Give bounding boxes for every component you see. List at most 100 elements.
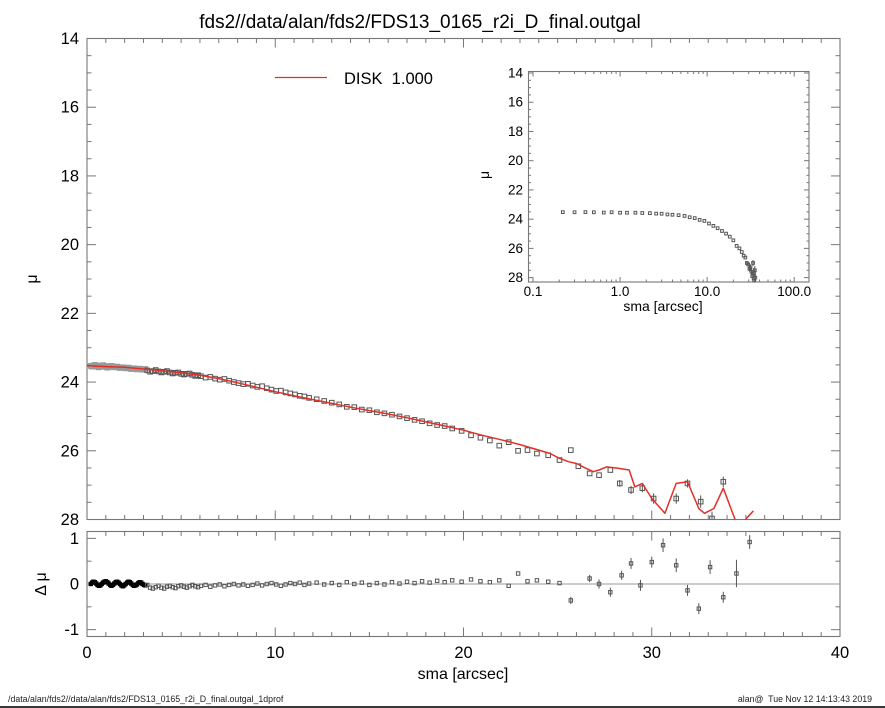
y-tick-label: 28 (61, 511, 79, 529)
data-point-square (344, 579, 349, 585)
data-point-square (487, 579, 493, 585)
data-point-square (731, 238, 736, 243)
data-point-square (707, 221, 711, 226)
y-tick-label: 14 (508, 66, 524, 81)
y-tick-label: 26 (61, 442, 79, 460)
y-tick-label: 26 (508, 241, 523, 256)
data-point-square (660, 542, 666, 548)
data-point-square (609, 210, 614, 215)
data-point-square (697, 218, 702, 222)
data-point-square (478, 579, 483, 584)
data-point-square (459, 579, 464, 584)
data-point-square (747, 539, 752, 545)
footer-user-timestamp: alan@ Tue Nov 12 14:13:43 2019 (738, 694, 872, 704)
data-point-square (245, 583, 251, 589)
data-point-square (306, 581, 312, 586)
data-point-square (404, 579, 410, 584)
data-point-square (487, 437, 493, 444)
data-point-square (648, 211, 652, 216)
data-point-square (515, 571, 521, 576)
data-point-square (685, 588, 690, 593)
data-point-square (751, 261, 755, 265)
data-point-square (568, 447, 574, 453)
x-axis-label: sma [arcsec] (418, 666, 509, 683)
data-point-square (618, 210, 622, 215)
y-tick-label: 18 (508, 124, 523, 139)
data-point-square (515, 447, 521, 454)
residual-data-layer (88, 535, 752, 615)
data-point-square (288, 580, 293, 586)
data-point-square (720, 229, 724, 233)
data-point-square (193, 584, 198, 589)
data-point-square (231, 581, 237, 587)
data-point-square (181, 371, 187, 378)
inset-y-axis-label: μ (476, 171, 492, 179)
data-point-square (534, 578, 540, 583)
data-point-square (676, 213, 681, 218)
data-point-square (144, 367, 151, 374)
data-point-square (748, 265, 753, 270)
inset-plot: 0.1 1.0 10.0 100.0 14 16 18 20 22 24 26 28 (508, 66, 811, 300)
data-point-square (546, 579, 551, 584)
data-point-square (596, 472, 602, 478)
data-point-square (665, 212, 670, 217)
data-point-square (586, 470, 593, 477)
data-point-square (619, 573, 624, 578)
data-point-square (673, 495, 680, 502)
data-point-square (734, 571, 739, 576)
y-tick-label: 0 (70, 576, 79, 594)
data-point-square (159, 585, 164, 590)
plot-title: fds2//data/alan/fds2/FDS13_0165_r2i_D_fi… (199, 12, 641, 33)
data-point-square (468, 432, 474, 439)
data-point-square (506, 583, 511, 589)
data-point-square (734, 244, 739, 248)
data-point-square (496, 442, 503, 449)
y-tick-label: 22 (508, 182, 523, 197)
data-point-square (203, 582, 208, 588)
inset-data-layer (560, 210, 758, 282)
data-point-square (236, 583, 241, 588)
data-point-square (525, 579, 530, 584)
data-point-square (241, 582, 246, 587)
legend-label: DISK 1.000 (344, 70, 433, 88)
main-data-layer (87, 361, 754, 520)
x-tick-label: 1.0 (611, 284, 630, 299)
data-point-square (715, 226, 720, 231)
footer-path: /data/alan/fds2//data/alan/fds2/FDS13_01… (8, 694, 284, 704)
x-tick-label: 40 (831, 644, 849, 662)
data-point-square (697, 498, 704, 505)
window-bottom-border (0, 706, 885, 708)
x-tick-label: 100.0 (777, 284, 811, 299)
data-point-square (707, 564, 713, 570)
data-point-square (283, 582, 288, 587)
data-point-square (560, 210, 565, 214)
data-point-square (753, 275, 758, 280)
main-y-axis-label: μ (24, 274, 41, 283)
data-point-square (711, 224, 716, 228)
disk-model-line (87, 364, 754, 520)
data-point-square (269, 580, 274, 586)
x-tick-label: 20 (454, 644, 472, 662)
data-point-square (592, 210, 596, 215)
data-point-square (638, 583, 643, 588)
data-point-square (692, 216, 697, 220)
data-point-square (737, 246, 742, 251)
data-point-square (674, 563, 679, 568)
data-point-square (746, 262, 751, 267)
main-plot: 14 16 18 20 22 24 26 28 (61, 30, 841, 529)
data-point-square (192, 373, 199, 379)
data-point-square (321, 582, 327, 587)
y-tick-label: 14 (61, 30, 79, 48)
y-tick-label: 16 (61, 99, 79, 117)
data-point-square (145, 582, 150, 588)
y-tick-label: 22 (61, 305, 79, 323)
data-point-square (150, 368, 156, 374)
y-tick-label: 20 (61, 236, 79, 254)
data-point-square (670, 212, 675, 217)
data-point-square (397, 581, 402, 586)
legend: DISK 1.000 (275, 70, 433, 88)
y-tick-label: 1 (70, 530, 79, 548)
data-point-square (628, 487, 634, 493)
data-point-square (367, 582, 372, 588)
